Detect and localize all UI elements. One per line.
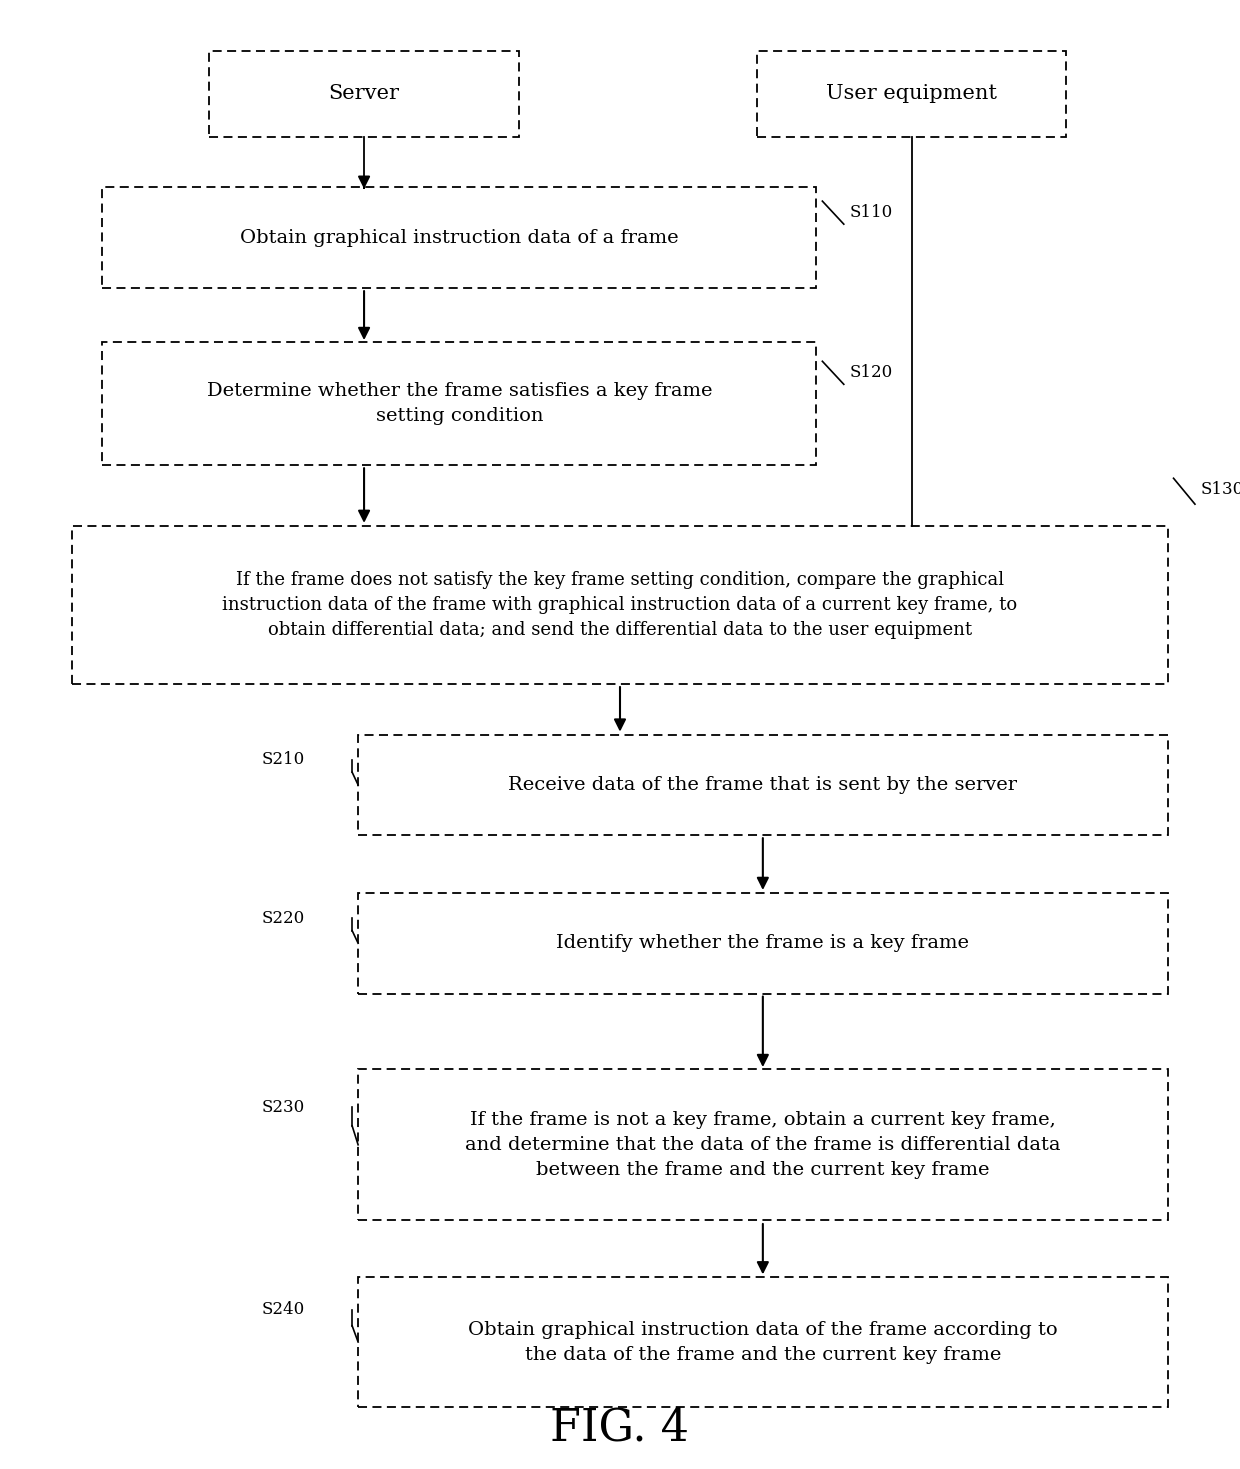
Bar [102,188,816,288]
Text: Determine whether the frame satisfies a key frame
setting condition: Determine whether the frame satisfies a … [207,382,712,425]
Text: S220: S220 [262,909,305,927]
Text: S210: S210 [262,751,305,768]
Text: S130: S130 [1200,482,1240,498]
Text: S120: S120 [849,364,893,382]
Bar [358,893,1168,993]
Text: S110: S110 [849,204,893,222]
Bar [756,51,1066,137]
Text: If the frame does not satisfy the key frame setting condition, compare the graph: If the frame does not satisfy the key fr… [222,571,1018,639]
Bar [72,526,1168,685]
Bar [102,342,816,464]
Text: User equipment: User equipment [826,84,997,103]
Text: Receive data of the frame that is sent by the server: Receive data of the frame that is sent b… [508,776,1017,793]
Text: If the frame is not a key frame, obtain a current key frame,
and determine that : If the frame is not a key frame, obtain … [465,1111,1060,1178]
Bar [358,1277,1168,1407]
Text: Obtain graphical instruction data of the frame according to
the data of the fram: Obtain graphical instruction data of the… [467,1321,1058,1363]
Text: S240: S240 [262,1302,305,1318]
Text: FIG. 4: FIG. 4 [551,1407,689,1450]
Text: Identify whether the frame is a key frame: Identify whether the frame is a key fram… [557,934,970,952]
Text: Obtain graphical instruction data of a frame: Obtain graphical instruction data of a f… [241,229,678,247]
Text: Server: Server [329,84,399,103]
Bar [358,734,1168,836]
Text: S230: S230 [262,1099,305,1115]
Bar [358,1069,1168,1221]
Bar [210,51,518,137]
